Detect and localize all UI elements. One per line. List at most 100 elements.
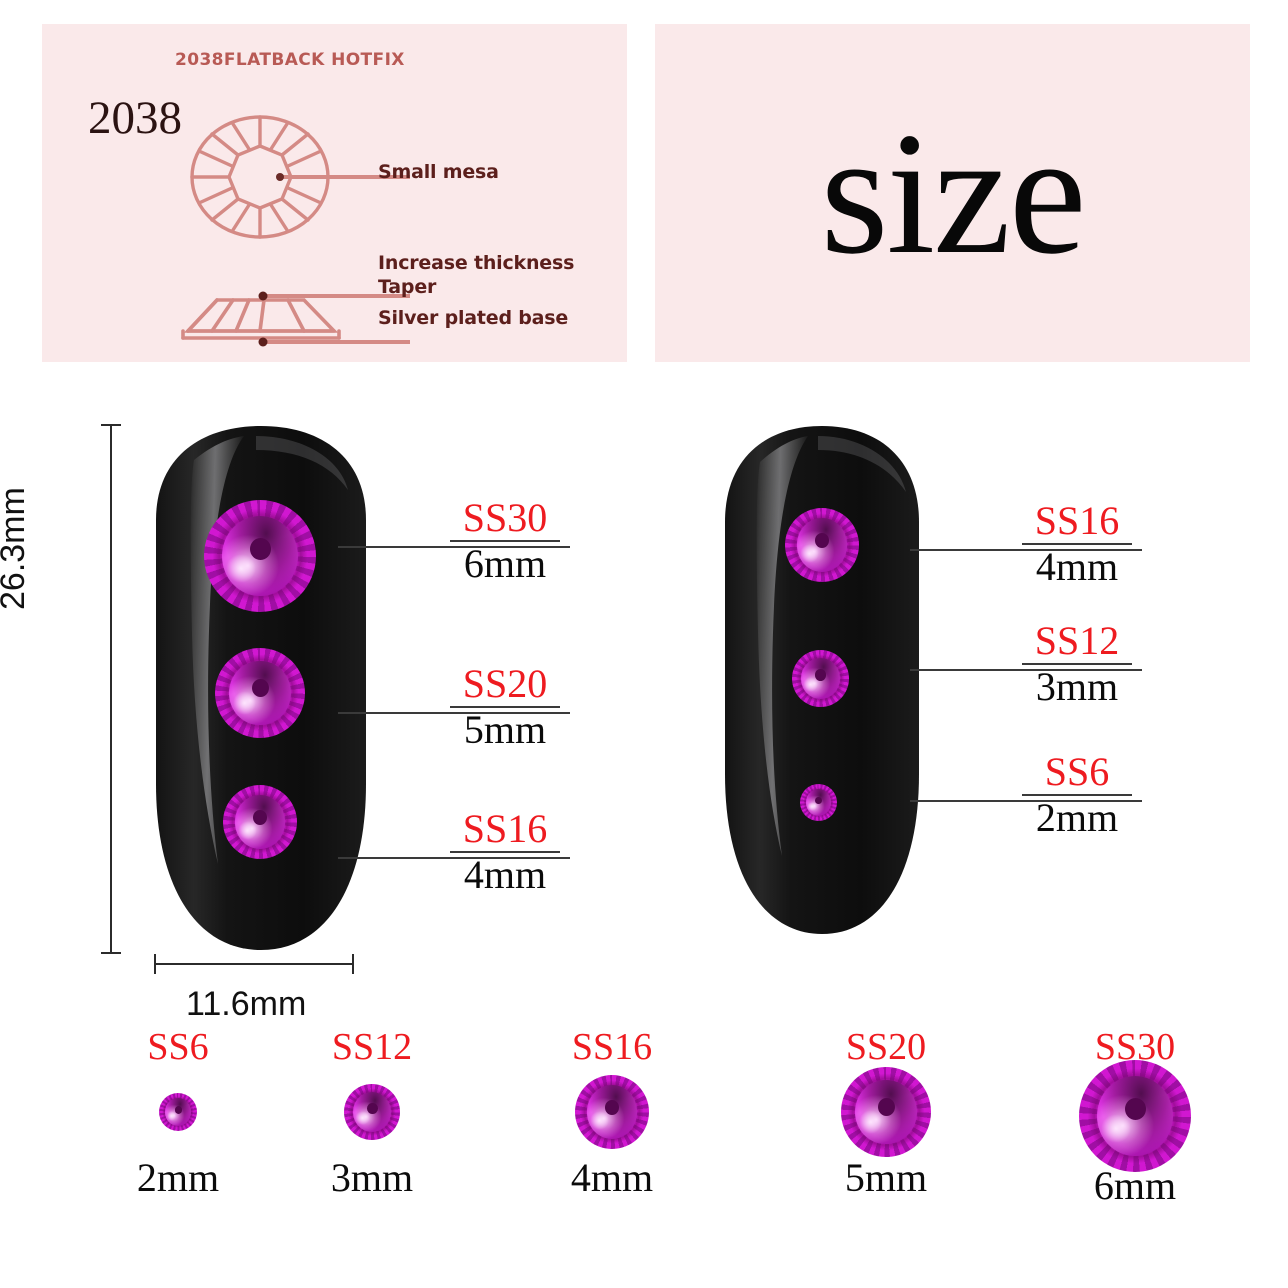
swatch-mm-value: 5mm [844,1155,928,1200]
gem-culet [174,1105,182,1114]
diagram-code-label: 2038 [88,92,182,144]
callout-silver-plated-base: Silver plated base [378,307,569,329]
label-ss-code: SS6 [1044,749,1110,794]
label-divider [1022,542,1132,545]
dim-cap-left [154,954,156,974]
swatch-gem [103,1066,253,1158]
label-mm-value: 4mm [1035,543,1119,589]
swatch-ss-code: SS16 [571,1026,653,1068]
label-ss30-6mm: SS30 6mm [450,495,560,586]
swatch-mm-value: 2mm [136,1155,220,1200]
swatch-ss30: SS30 6mm [1055,1028,1215,1206]
mesa-leader-line [276,173,410,181]
leader-line-ss16 [338,857,570,859]
label-divider [1022,662,1132,665]
size-title-panel [655,24,1250,362]
stone-side-profile [181,298,341,340]
gem-sparkle [589,1110,610,1130]
gem-culet [251,678,269,697]
gem-culet [815,669,827,681]
gem-culet [877,1097,895,1116]
swatch-ss12: SS12 3mm [297,1028,447,1198]
label-ss-code: SS20 [462,661,548,706]
swatch-mm-value: 3mm [330,1155,414,1200]
leader-line-ss12 [910,669,1142,671]
label-divider [1022,793,1132,796]
gem-sparkle [166,1111,177,1122]
label-mm-value: 5mm [463,706,547,752]
size-title-text: size [820,95,1086,290]
leader-line-ss16-right [910,549,1142,551]
label-divider [450,850,560,853]
nail-width-label: 11.6mm [186,985,307,1023]
label-ss12-3mm: SS12 3mm [1022,618,1132,709]
gem-ss16 [785,508,859,582]
leader-line-ss30 [338,546,570,548]
gem-ss6 [800,784,837,821]
gem-culet [1124,1098,1147,1121]
label-ss6-2mm: SS6 2mm [1022,749,1132,840]
gem-culet [249,538,272,561]
gem-ss12 [792,650,849,707]
gem-culet [366,1103,378,1115]
gem-sparkle [233,691,257,715]
label-ss16-4mm-left: SS16 4mm [450,806,560,897]
gem-culet [815,533,830,548]
label-ss-code: SS12 [1034,618,1120,663]
diagram-header-text: 2038FLATBACK HOTFIX [175,50,405,70]
flatback-structure-drawing [181,115,410,347]
gem-culet [815,796,823,804]
label-ss-code: SS30 [462,495,548,540]
swatch-ss6: SS6 2mm [103,1028,253,1198]
gem-sparkle [799,543,820,563]
label-mm-value: 6mm [463,540,547,586]
label-ss-code: SS16 [1034,498,1120,543]
callout-taper: Taper [378,276,437,298]
nail-width-dimension-line [154,954,354,974]
gem-culet [253,810,268,825]
swatch-ss-code: SS30 [1094,1026,1176,1068]
swatch-gem [1055,1060,1215,1172]
callout-small-mesa: Small mesa [378,161,499,183]
swatch-ss20: SS20 5mm [811,1028,961,1198]
swatch-ss-code: SS20 [845,1026,927,1068]
thickness-leader-line [258,291,410,301]
gem-sparkle [859,1110,883,1134]
gem-culet [605,1100,620,1115]
leader-line-ss6 [910,800,1142,802]
gem-sparkle [237,820,258,840]
left-nail-illustration [152,424,370,954]
nail-height-label: 26.3mm [0,487,32,610]
gem-ss16 [223,785,297,859]
swatch-ss-code: SS12 [331,1026,413,1068]
swatch-ss16: SS16 4mm [537,1028,687,1198]
swatch-gem [811,1066,961,1158]
dim-cap-bottom [101,952,121,954]
gem-sparkle [803,677,819,693]
dim-cap-right [352,954,354,974]
label-ss-code: SS16 [462,806,548,851]
flatback-diagram-panel [42,24,627,362]
dim-cap-top [101,424,121,426]
label-mm-value: 4mm [463,851,547,897]
leader-line-ss20 [338,712,570,714]
swatch-mm-value: 6mm [1093,1163,1177,1208]
gem-ss20 [215,648,305,738]
gem-sparkle [807,801,817,812]
gem-sparkle [1101,1113,1131,1143]
label-ss16-4mm-right: SS16 4mm [1022,498,1132,589]
label-divider [450,705,560,708]
label-divider [450,539,560,542]
swatch-mm-value: 4mm [570,1155,654,1200]
nail-height-dimension-line [101,424,121,954]
gem-ss30 [204,500,316,612]
gem-sparkle [355,1110,370,1126]
label-mm-value: 2mm [1035,794,1119,840]
swatch-gem [537,1066,687,1158]
gem-sparkle [226,553,256,583]
callout-increase-thickness: Increase thickness [378,252,575,274]
swatch-ss-code: SS6 [147,1026,209,1068]
label-ss20-5mm: SS20 5mm [450,661,560,752]
label-mm-value: 3mm [1035,663,1119,709]
